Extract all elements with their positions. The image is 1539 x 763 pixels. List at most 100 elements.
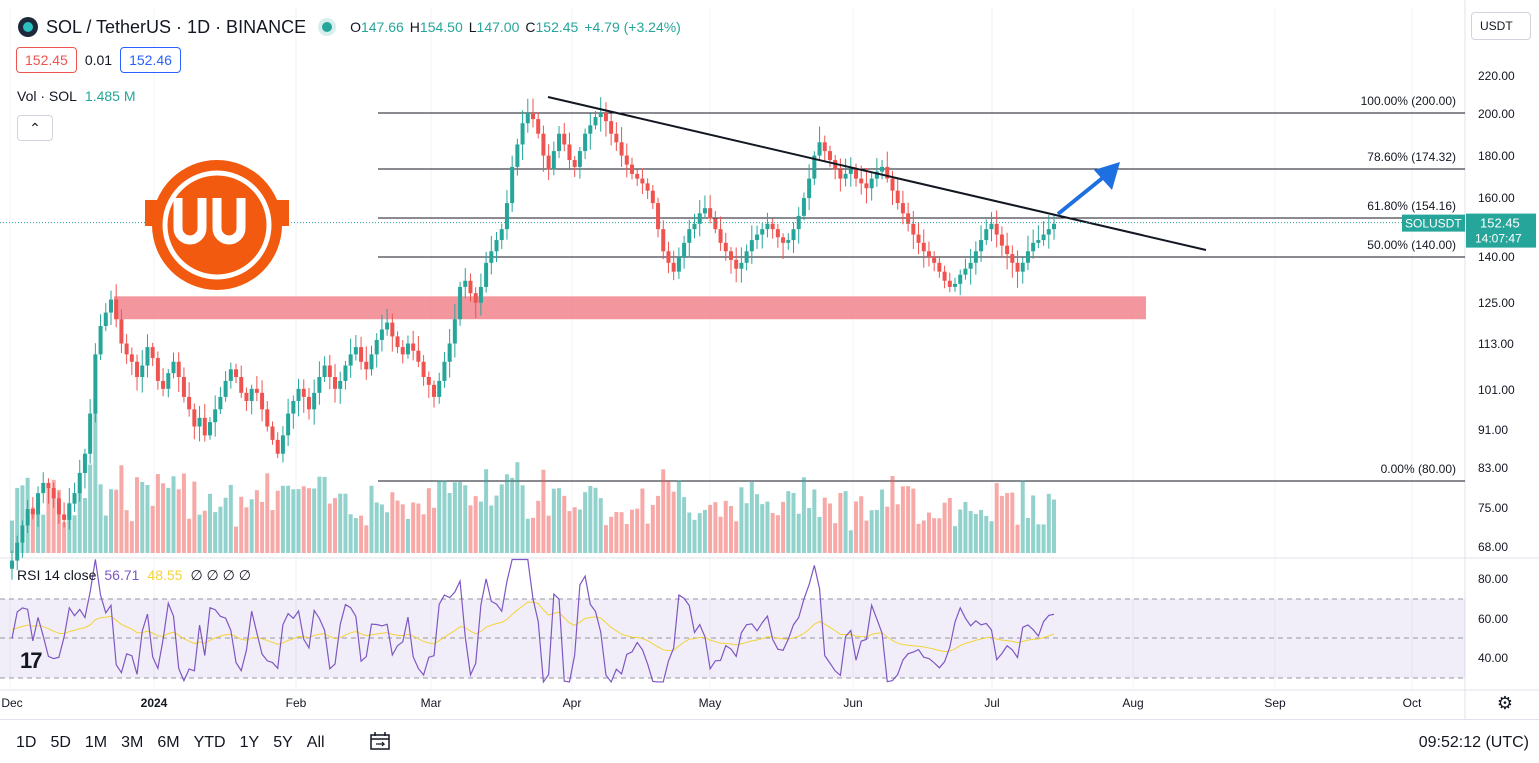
volume-bar [135, 477, 140, 553]
volume-bar [494, 495, 499, 553]
volume-bar [93, 413, 98, 553]
candle-body [124, 343, 129, 355]
volume-bar [484, 469, 489, 553]
volume-bar [197, 514, 202, 553]
candle-body [765, 223, 770, 230]
volume-bar [999, 495, 1004, 553]
candle-body [551, 151, 556, 170]
volume-bar [369, 485, 374, 553]
candle-body [478, 286, 483, 303]
currency-select[interactable]: USDT [1471, 12, 1531, 40]
range-5d[interactable]: 5D [50, 734, 71, 751]
rsi-legend[interactable]: RSI 14 close 56.71 48.55 ∅ ∅ ∅ ∅ [17, 567, 251, 584]
rsi-label: RSI 14 close [17, 567, 97, 583]
candle-body [176, 361, 181, 378]
range-ytd[interactable]: YTD [193, 734, 226, 751]
candle-body [265, 409, 270, 427]
volume-legend[interactable]: Vol · SOL 1.485 M [17, 88, 136, 104]
candle-body [515, 144, 520, 167]
range-5y[interactable]: 5Y [273, 734, 293, 751]
candle-body [708, 208, 713, 219]
symbol-tag-bg [1402, 214, 1465, 232]
volume-bar [421, 514, 426, 553]
time-tick-label: Aug [1122, 696, 1143, 710]
volume-bar [629, 509, 634, 553]
rsi-line [11, 558, 1055, 684]
volume-bar [254, 490, 259, 553]
range-1y[interactable]: 1Y [239, 734, 260, 751]
candle-body [525, 113, 530, 124]
volume-bar [953, 526, 958, 553]
volume-bar [692, 519, 697, 553]
chart-canvas[interactable]: 220.00 200.00 180.00 160.00 140.00 125.00 113.… [0, 0, 1539, 719]
volume-bar [359, 515, 364, 553]
volume-bar [760, 504, 765, 553]
fib-level-label: 0.00% (80.00) [1381, 462, 1456, 476]
last-price-tag: 152.45 [1480, 216, 1520, 231]
range-3m[interactable]: 3M [121, 734, 144, 751]
symbol-title[interactable]: SOL / TetherUS · 1D · BINANCE [46, 16, 307, 37]
candle-body [312, 392, 317, 410]
candle-body [531, 113, 535, 120]
range-all[interactable]: All [306, 734, 325, 751]
price-tick-label: 68.00 [1478, 540, 1508, 554]
candle-body [322, 365, 327, 378]
candle-body [46, 482, 51, 489]
price-tick-label: 200.00 [1478, 107, 1515, 121]
volume-bar [228, 484, 233, 553]
rsi-tick-label: 40.00 [1478, 651, 1508, 665]
range-1m[interactable]: 1M [84, 734, 108, 751]
candle-body [239, 377, 244, 393]
candle-body [536, 119, 541, 134]
clock-readout[interactable]: 09:52:12 (UTC) [1418, 734, 1529, 751]
price-tick-label: 75.00 [1478, 501, 1508, 515]
volume-bar [619, 512, 624, 553]
candle-body [593, 117, 598, 126]
candle-body [734, 259, 739, 269]
candle-body [697, 213, 702, 224]
candle-body [541, 133, 546, 156]
candle-body [129, 354, 134, 362]
range-1d[interactable]: 1D [16, 734, 37, 751]
candle-body [452, 319, 457, 344]
volume-bar [150, 505, 155, 553]
candle-body [671, 262, 676, 272]
date-range-calendar-icon[interactable] [369, 731, 391, 751]
candle-body [421, 361, 426, 378]
candle-body [374, 339, 379, 355]
volume-bar [171, 476, 176, 553]
settings-gear-icon[interactable]: ⚙ [1496, 693, 1514, 713]
volume-bar [103, 515, 108, 553]
candle-body [1025, 251, 1030, 263]
volume-bar [327, 503, 332, 553]
candle-body [202, 417, 207, 436]
volume-bar [598, 498, 603, 553]
time-tick-label: Oct [1403, 696, 1422, 710]
volume-bar [890, 476, 895, 553]
candle-body [926, 251, 931, 257]
candle-body [447, 343, 452, 362]
volume-bar [374, 502, 379, 553]
price-tick-label: 113.00 [1478, 337, 1514, 351]
volume-bar [614, 511, 619, 553]
buy-button[interactable]: 152.46 [120, 47, 181, 73]
sell-button[interactable]: 152.45 [16, 47, 77, 73]
collapse-legend-button[interactable]: ⌃ [17, 115, 53, 141]
volume-bar [583, 492, 588, 553]
market-open-dot-icon [322, 22, 333, 32]
range-6m[interactable]: 6M [157, 734, 180, 751]
volume-bar [447, 493, 452, 553]
candle-body [937, 262, 942, 272]
volume-bar [239, 496, 244, 553]
volume-bar [624, 524, 629, 553]
volume-bar [20, 485, 25, 553]
candle-body [963, 268, 968, 275]
candle-body [562, 133, 567, 145]
candle-body [510, 166, 515, 204]
volume-bar [921, 520, 926, 553]
candle-body [213, 409, 218, 423]
candle-body [739, 262, 744, 269]
volume-bar [525, 518, 530, 553]
volume-bar [348, 514, 353, 553]
volume-bar [906, 486, 911, 553]
